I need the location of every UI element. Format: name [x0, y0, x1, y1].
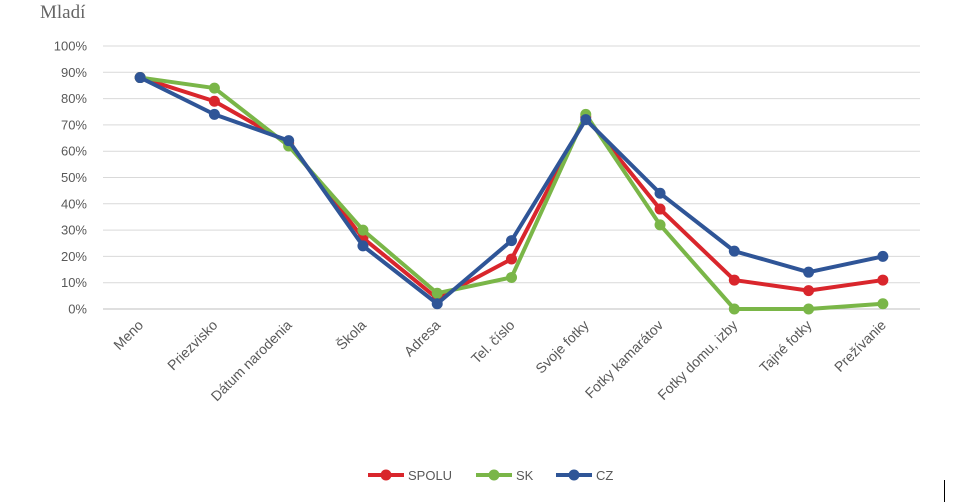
data-point	[803, 285, 815, 297]
x-category-label: Fotky domu, izby	[654, 317, 740, 403]
legend-swatch-marker	[380, 469, 392, 481]
y-tick-label: 40%	[61, 196, 87, 211]
series-lines	[134, 72, 889, 315]
x-category-label: Meno	[110, 317, 146, 353]
y-tick-label: 80%	[61, 91, 87, 106]
data-point	[654, 203, 666, 215]
legend-item: SPOLU	[368, 468, 452, 483]
data-point	[506, 235, 517, 247]
series-spolu	[134, 72, 889, 304]
y-tick-label: 60%	[61, 144, 87, 159]
x-category-label: Tel. číslo	[468, 317, 518, 367]
y-tick-label: 20%	[61, 249, 87, 264]
y-tick-label: 30%	[61, 223, 87, 238]
data-point	[728, 245, 740, 257]
data-point	[803, 266, 815, 278]
data-point	[877, 274, 889, 286]
data-point	[654, 187, 666, 199]
data-point	[654, 219, 666, 231]
series-line	[138, 75, 885, 301]
y-tick-label: 90%	[61, 65, 87, 80]
legend-swatch-marker	[488, 469, 500, 481]
y-tick-label: 50%	[61, 170, 87, 185]
chart-title: Mladí	[40, 2, 86, 23]
series-sk	[134, 72, 889, 315]
data-point	[728, 274, 740, 286]
data-point	[208, 82, 220, 94]
series-cz	[134, 72, 889, 310]
text-cursor	[944, 480, 945, 502]
data-point	[431, 287, 443, 299]
data-point	[580, 114, 592, 126]
data-point	[208, 95, 220, 107]
data-point	[506, 271, 517, 283]
legend-label: SPOLU	[408, 468, 452, 483]
data-point	[728, 303, 740, 315]
x-category-label: Tajné fotky	[756, 317, 815, 376]
y-tick-label: 0%	[68, 302, 87, 317]
legend-item: CZ	[556, 468, 613, 483]
data-point	[431, 298, 443, 310]
series-line	[138, 75, 885, 306]
legend-label: CZ	[596, 468, 613, 483]
legend-swatch-marker	[568, 469, 580, 481]
y-axis-tick-labels: 0% 10% 20% 30% 40% 50% 60% 70% 80% 90% 100%	[54, 39, 88, 317]
x-category-label: Dátum narodenia	[208, 317, 295, 404]
x-category-label: Fotky kamarátov	[582, 317, 666, 401]
x-category-label: Škola	[333, 317, 369, 353]
y-tick-label: 100%	[54, 39, 88, 54]
x-category-label: Svoje fotky	[532, 317, 592, 377]
y-tick-label: 70%	[61, 117, 87, 132]
data-point	[283, 135, 295, 147]
data-point	[134, 72, 146, 84]
data-point	[877, 250, 889, 262]
x-category-label: Prežívanie	[831, 317, 889, 375]
legend: SPOLU SK CZ	[368, 468, 613, 483]
data-point	[357, 240, 369, 252]
x-category-label: Priezvisko	[164, 317, 221, 374]
data-point	[506, 253, 517, 265]
data-point	[208, 108, 220, 120]
x-category-label: Adresa	[401, 317, 444, 360]
data-point	[357, 224, 369, 236]
legend-label: SK	[516, 468, 534, 483]
data-point	[877, 298, 889, 310]
y-tick-label: 10%	[61, 275, 87, 290]
legend-item: SK	[476, 468, 534, 483]
data-point	[803, 303, 815, 315]
